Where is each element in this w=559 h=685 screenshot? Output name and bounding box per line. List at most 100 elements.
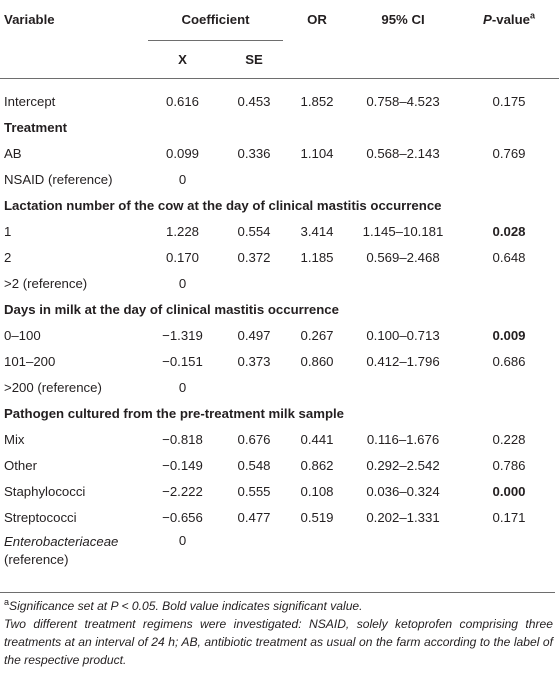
table-row: 0–100 −1.319 0.497 0.267 0.100–0.713 0.0…: [0, 323, 559, 349]
table-row: >2 (reference) 0: [0, 271, 559, 297]
cell-p-significant: 0.000: [492, 484, 526, 499]
cell-x: 0.170: [165, 250, 199, 265]
cell-or: 0.860: [300, 354, 334, 369]
header-p-letter: P: [483, 12, 492, 27]
table-row: >200 (reference) 0: [0, 375, 559, 401]
table-row: 101–200 −0.151 0.373 0.860 0.412–1.796 0…: [0, 349, 559, 375]
table-row: Other −0.149 0.548 0.862 0.292–2.542 0.7…: [0, 453, 559, 479]
cell-p: 0.228: [492, 432, 526, 447]
header-p-value: P-valuea: [459, 0, 559, 78]
cell-or: 3.414: [300, 224, 334, 239]
group-label: Lactation number of the cow at the day o…: [4, 198, 442, 213]
cell-x: 0.616: [165, 94, 199, 109]
cell-p: 0.648: [492, 250, 526, 265]
table-row: 2 0.170 0.372 1.185 0.569–2.468 0.648: [0, 245, 559, 271]
table-row: Enterobacteriaceae (reference) 0: [0, 531, 559, 573]
cell-x: −2.222: [162, 484, 203, 499]
cell-se: 0.373: [237, 354, 271, 369]
empty-cells: [221, 167, 559, 193]
table-row: 1 1.228 0.554 3.414 1.145–10.181 0.028: [0, 219, 559, 245]
cell-or: 0.267: [300, 328, 334, 343]
cell-x: −0.818: [162, 432, 203, 447]
cell-or: 0.441: [300, 432, 334, 447]
header-p-suffix: -value: [491, 12, 530, 27]
row-label: Intercept: [4, 94, 56, 109]
cell-ci: 0.116–1.676: [366, 432, 440, 447]
table-footnotes: aSignificance set at P < 0.05. Bold valu…: [0, 592, 555, 669]
cell-or: 1.852: [300, 94, 334, 109]
cell-p: 0.171: [492, 510, 526, 525]
cell-se: 0.676: [237, 432, 271, 447]
cell-p: 0.786: [492, 458, 526, 473]
empty-cells: [221, 375, 559, 401]
cell-p: 0.769: [492, 146, 526, 161]
row-label: Other: [4, 458, 37, 473]
cell-ci: 0.100–0.713: [366, 328, 440, 343]
row-label-rest: (reference): [4, 551, 69, 567]
cell-x: −0.151: [162, 354, 203, 369]
cell-x: 0: [178, 276, 187, 291]
header-coefficient-label: Coefficient: [148, 0, 284, 41]
cell-or: 0.862: [300, 458, 334, 473]
table-row: NSAID (reference) 0: [0, 167, 559, 193]
cell-ci: 0.569–2.468: [366, 250, 440, 265]
cell-x: 0: [178, 380, 187, 395]
table-row: Staphylococci −2.222 0.555 0.108 0.036–0…: [0, 479, 559, 505]
row-label: >2 (reference): [4, 276, 88, 291]
row-label-italic: Enterobacteriaceae: [4, 533, 119, 549]
footnote-regimens: Two different treatment regimens were in…: [4, 617, 553, 667]
group-row: Pathogen cultured from the pre-treatment…: [0, 401, 559, 427]
row-label: Staphylococci: [4, 484, 86, 499]
cell-x: 1.228: [165, 224, 199, 239]
header-se: SE: [245, 51, 263, 67]
cell-or: 0.108: [300, 484, 334, 499]
cell-x: 0: [178, 532, 187, 548]
cell-x: 0.099: [165, 146, 199, 161]
cell-se: 0.453: [237, 94, 271, 109]
cell-or: 1.104: [300, 146, 334, 161]
row-label: 1: [4, 224, 12, 239]
cell-ci: 0.202–1.331: [366, 510, 440, 525]
header-p-footnote-mark: a: [529, 10, 535, 21]
cell-or: 0.519: [300, 510, 334, 525]
footnote-significance: aSignificance set at P < 0.05. Bold valu…: [4, 597, 553, 615]
row-label: Enterobacteriaceae (reference): [0, 531, 144, 573]
footnote-text: Significance set at P < 0.05. Bold value…: [9, 599, 363, 613]
table-row: Streptococci −0.656 0.477 0.519 0.202–1.…: [0, 505, 559, 531]
regression-table: Variable Coefficient OR 95% CI P-valuea …: [0, 0, 559, 573]
cell-se: 0.477: [237, 510, 271, 525]
cell-x: −1.319: [162, 328, 203, 343]
cell-se: 0.372: [237, 250, 271, 265]
cell-se: 0.548: [237, 458, 271, 473]
group-row: Lactation number of the cow at the day o…: [0, 193, 559, 219]
table-row: Intercept 0.616 0.453 1.852 0.758–4.523 …: [0, 89, 559, 115]
row-label: Streptococci: [4, 510, 77, 525]
row-label: 101–200: [4, 354, 56, 369]
cell-p-significant: 0.028: [492, 224, 526, 239]
cell-se: 0.336: [237, 146, 271, 161]
cell-p: 0.175: [492, 94, 526, 109]
spacer: [0, 79, 559, 89]
cell-ci: 0.036–0.324: [366, 484, 440, 499]
cell-se: 0.554: [237, 224, 271, 239]
row-label: NSAID (reference): [4, 172, 113, 187]
row-label: 2: [4, 250, 12, 265]
row-label: >200 (reference): [4, 380, 102, 395]
cell-ci: 0.292–2.542: [366, 458, 440, 473]
group-label: Days in milk at the day of clinical mast…: [4, 302, 339, 317]
group-label: Pathogen cultured from the pre-treatment…: [4, 406, 345, 421]
empty-cells: [221, 531, 559, 573]
header-variable: Variable: [4, 12, 55, 27]
cell-or: 1.185: [300, 250, 334, 265]
header-or: OR: [307, 12, 327, 27]
header-ci: 95% CI: [381, 12, 425, 27]
cell-p-significant: 0.009: [492, 328, 526, 343]
table-row: AB 0.099 0.336 1.104 0.568–2.143 0.769: [0, 141, 559, 167]
cell-se: 0.497: [237, 328, 271, 343]
cell-x: 0: [178, 172, 187, 187]
header-x: X: [178, 51, 187, 67]
table-row: Mix −0.818 0.676 0.441 0.116–1.676 0.228: [0, 427, 559, 453]
empty-cells: [221, 271, 559, 297]
cell-p: 0.686: [492, 354, 526, 369]
